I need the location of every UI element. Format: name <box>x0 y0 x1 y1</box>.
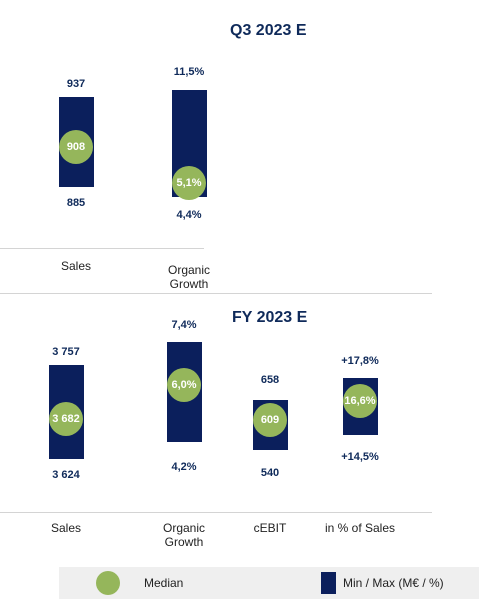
max-value-label: 7,4% <box>171 319 197 331</box>
section-divider <box>0 293 432 294</box>
median-marker: 609 <box>253 403 287 437</box>
median-marker: 16,6% <box>343 384 377 418</box>
legend: Median Min / Max (M€ / %) <box>59 567 479 599</box>
min-value-label: 540 <box>260 467 280 479</box>
min-value-label: 3 624 <box>52 469 80 481</box>
category-axis-line <box>0 248 204 249</box>
panel-title: FY 2023 E <box>232 309 308 326</box>
category-axis-line <box>0 512 432 513</box>
legend-median-swatch <box>96 571 120 595</box>
max-value-label: +17,8% <box>341 355 379 367</box>
min-value-label: 4,4% <box>176 209 202 221</box>
max-value-label: 937 <box>66 78 86 90</box>
min-value-label: 4,2% <box>171 461 197 473</box>
category-label: Organic Growth <box>167 263 211 291</box>
legend-range-label: Min / Max (M€ / %) <box>343 576 444 590</box>
legend-range-swatch <box>321 572 336 594</box>
max-value-label: 3 757 <box>52 346 80 358</box>
min-value-label: +14,5% <box>341 451 379 463</box>
median-marker: 5,1% <box>172 166 206 200</box>
category-label: Sales <box>60 259 92 273</box>
panel-title: Q3 2023 E <box>230 22 307 39</box>
category-label: in % of Sales <box>324 521 396 535</box>
category-label: Organic Growth <box>162 521 206 549</box>
max-value-label: 658 <box>260 374 280 386</box>
category-label: Sales <box>50 521 82 535</box>
max-value-label: 11,5% <box>173 66 205 78</box>
median-marker: 908 <box>59 130 93 164</box>
category-label: cEBIT <box>253 521 287 535</box>
median-marker: 3 682 <box>49 402 83 436</box>
legend-median-label: Median <box>144 576 184 590</box>
min-value-label: 885 <box>66 197 86 209</box>
median-marker: 6,0% <box>167 368 201 402</box>
